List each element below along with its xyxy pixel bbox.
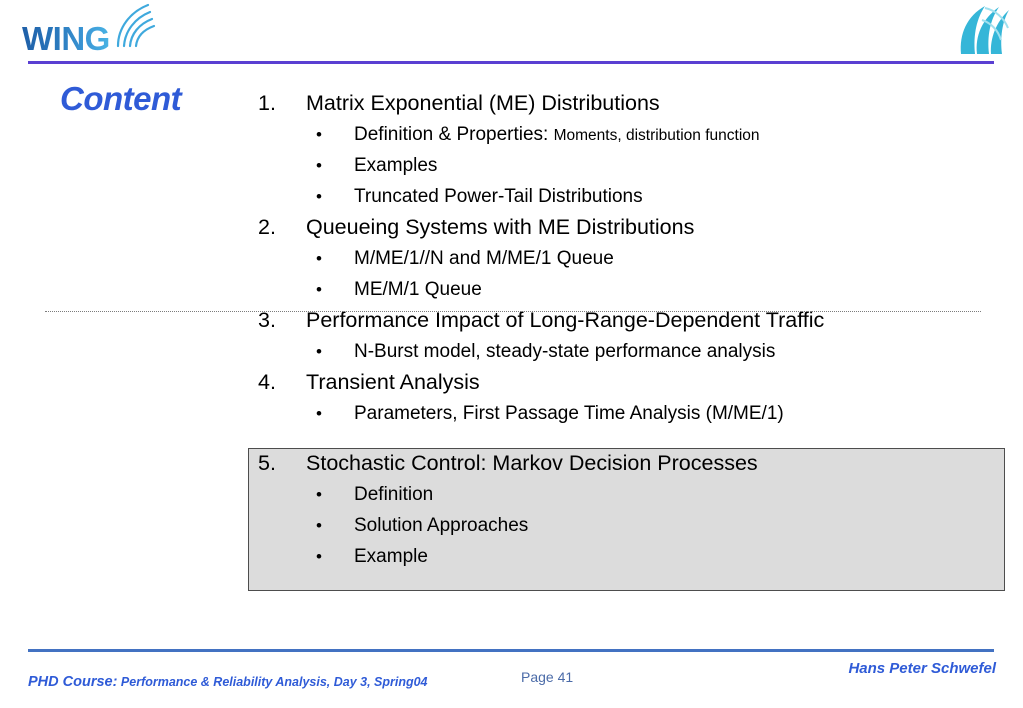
header-rule [28, 61, 994, 64]
outline-label: Transient Analysis [306, 370, 480, 394]
bullet-icon: • [316, 125, 322, 144]
wave-mark-logo-icon [955, 4, 1011, 56]
outline-sublabel: Parameters, First Passage Time Analysis … [354, 403, 784, 424]
footer-page-number: Page 41 [521, 669, 574, 685]
bullet-icon: • [316, 249, 322, 268]
footer-course-label: PHD Course: [28, 674, 118, 690]
outline-subitem: • Solution Approaches [258, 510, 1008, 541]
bullet-icon: • [316, 156, 322, 175]
bullet-icon: • [316, 547, 322, 566]
outline-item-3: 3. Performance Impact of Long-Range-Depe… [258, 305, 1008, 336]
bullet-icon: • [316, 516, 322, 535]
outline-subitem: • Truncated Power-Tail Distributions [258, 181, 1008, 212]
outline-item-2: 2. Queueing Systems with ME Distribution… [258, 212, 1008, 243]
wing-logo-text: WING [22, 20, 110, 57]
outline-sublabel: M/ME/1//N and M/ME/1 Queue [354, 248, 614, 269]
outline-number: 3. [258, 308, 276, 332]
page-title: Content [60, 80, 182, 117]
outline-subitem: • Definition [258, 479, 1008, 510]
outline-subitem: • ME/M/1 Queue [258, 274, 1008, 305]
footer-rule [28, 649, 994, 652]
outline-sublabel: Example [354, 546, 428, 567]
footer-author: Hans Peter Schwefel [848, 660, 996, 677]
outline-subitem: • Examples [258, 150, 1008, 181]
outline-sublabel: Definition [354, 484, 434, 505]
outline-sublabel: N-Burst model, steady-state performance … [354, 341, 776, 362]
outline-subitem: • Definition & Properties: Moments, dist… [258, 119, 1008, 150]
outline-item-1: 1. Matrix Exponential (ME) Distributions [258, 88, 1008, 119]
wing-logo: WING [22, 2, 172, 60]
wing-signal-arcs-icon [114, 2, 172, 53]
outline-item-5: 5. Stochastic Control: Markov Decision P… [258, 448, 1008, 479]
outline-sublabel: Definition & Properties: Moments, distri… [354, 119, 760, 151]
outline-sublabel-main: Definition & Properties: [354, 124, 554, 145]
outline-number: 5. [258, 451, 276, 475]
outline-sublabel: Solution Approaches [354, 515, 529, 536]
outline-list: 1. Matrix Exponential (ME) Distributions… [258, 88, 1008, 429]
highlighted-outline-group: 5. Stochastic Control: Markov Decision P… [258, 448, 1008, 572]
bullet-icon: • [316, 187, 322, 206]
bullet-icon: • [316, 342, 322, 361]
outline-sublabel: ME/M/1 Queue [354, 279, 482, 300]
outline-label: Stochastic Control: Markov Decision Proc… [306, 451, 758, 475]
outline-subitem: • Example [258, 541, 1008, 572]
bullet-icon: • [316, 485, 322, 504]
outline-label: Performance Impact of Long-Range-Depende… [306, 308, 825, 332]
outline-label: Matrix Exponential (ME) Distributions [306, 91, 660, 115]
footer-course: PHD Course: Performance & Reliability An… [28, 673, 428, 691]
outline-item-4: 4. Transient Analysis [258, 367, 1008, 398]
outline-sublabel: Truncated Power-Tail Distributions [354, 186, 643, 207]
bullet-icon: • [316, 404, 322, 423]
outline-subitem: • N-Burst model, steady-state performanc… [258, 336, 1008, 367]
outline-number: 1. [258, 91, 276, 115]
outline-number: 2. [258, 215, 276, 239]
bullet-icon: • [316, 280, 322, 299]
highlight-box [248, 448, 1005, 591]
footer-course-detail: Performance & Reliability Analysis, Day … [117, 675, 428, 689]
outline-sublabel: Examples [354, 155, 438, 176]
outline-sublabel-detail: Moments, distribution function [553, 127, 760, 144]
outline-subitem: • Parameters, First Passage Time Analysi… [258, 398, 1008, 429]
outline-subitem: • M/ME/1//N and M/ME/1 Queue [258, 243, 1008, 274]
outline-label: Queueing Systems with ME Distributions [306, 215, 695, 239]
dotted-separator [45, 311, 981, 312]
outline-number: 4. [258, 370, 276, 394]
